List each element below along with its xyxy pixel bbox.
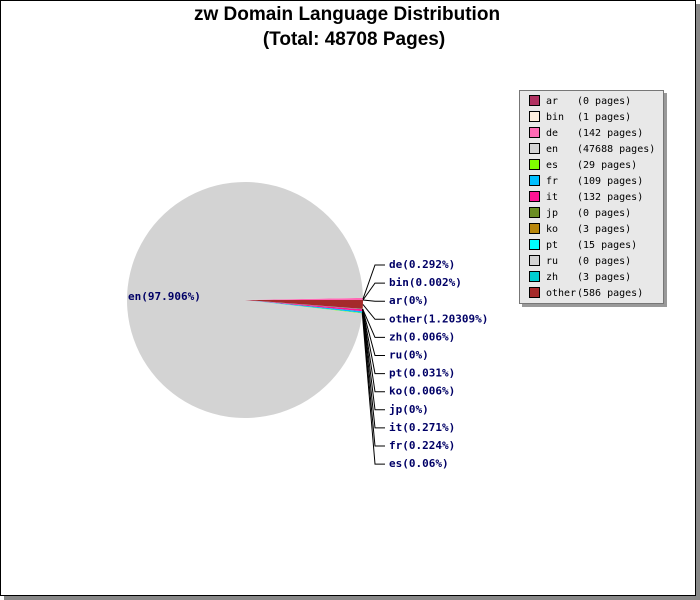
leader-line xyxy=(362,308,385,338)
legend-value: (586 pages) xyxy=(577,288,643,299)
leader-line xyxy=(362,309,385,411)
legend-value: (47688 pages) xyxy=(577,144,655,155)
leader-line xyxy=(362,310,385,429)
legend-value: (15 pages) xyxy=(577,240,637,251)
slice-label: jp(0%) xyxy=(389,403,429,416)
leader-line xyxy=(361,312,385,447)
pie-slice xyxy=(245,300,363,309)
leader-line xyxy=(361,313,385,465)
slice-label: other(1.20309%) xyxy=(389,312,488,325)
legend-label: zh xyxy=(546,272,558,283)
legend-value: (132 pages) xyxy=(577,192,643,203)
legend-label: es xyxy=(546,160,558,171)
legend-swatch xyxy=(529,143,540,154)
legend-label: pt xyxy=(546,240,558,251)
leader-line xyxy=(362,309,385,393)
legend-swatch xyxy=(529,271,540,282)
legend-value: (1 pages) xyxy=(577,112,631,123)
legend-label: jp xyxy=(546,208,558,219)
pie-slice xyxy=(245,300,363,309)
slice-label: pt(0.031%) xyxy=(389,367,455,380)
legend-label: it xyxy=(546,192,558,203)
legend-label: ar xyxy=(546,96,558,107)
legend-label: ko xyxy=(546,224,558,235)
pie-slice xyxy=(127,182,363,419)
chart-subtitle: (Total: 48708 Pages) xyxy=(263,29,445,50)
legend-swatch xyxy=(529,255,540,266)
legend-value: (142 pages) xyxy=(577,128,643,139)
legend-value: (3 pages) xyxy=(577,224,631,235)
pie-slice xyxy=(245,300,363,313)
legend-swatch xyxy=(529,287,540,298)
legend-value: (0 pages) xyxy=(577,256,631,267)
legend-swatch xyxy=(529,127,540,138)
legend-value: (0 pages) xyxy=(577,208,631,219)
legend-label: fr xyxy=(546,176,558,187)
leader-line xyxy=(362,308,385,375)
chart-title: zw Domain Language Distribution xyxy=(194,4,500,25)
slice-label: ko(0.006%) xyxy=(389,385,455,398)
slice-label: ru(0%) xyxy=(389,349,429,362)
leader-line xyxy=(362,304,385,320)
legend-label: bin xyxy=(546,112,564,123)
legend-label: de xyxy=(546,128,558,139)
legend-swatch xyxy=(529,159,540,170)
legend-swatch xyxy=(529,191,540,202)
slice-label: zh(0.006%) xyxy=(389,330,455,343)
leader-line xyxy=(362,282,385,301)
legend-swatch xyxy=(529,175,540,186)
legend-label: ru xyxy=(546,256,558,267)
slice-label: ar(0%) xyxy=(389,294,429,307)
legend-swatch xyxy=(529,207,540,218)
legend-swatch xyxy=(529,239,540,250)
slice-label: es(0.06%) xyxy=(389,457,449,470)
pie-slice xyxy=(245,300,363,310)
slice-label: en(97.906%) xyxy=(128,290,201,303)
legend-value: (109 pages) xyxy=(577,176,643,187)
legend-label: en xyxy=(546,144,558,155)
legend-swatch xyxy=(529,223,540,234)
slice-label: fr(0.224%) xyxy=(389,439,455,452)
leader-line xyxy=(362,308,385,356)
legend-value: (3 pages) xyxy=(577,272,631,283)
slice-label: bin(0.002%) xyxy=(389,276,462,289)
leader-line xyxy=(362,299,385,302)
slice-label: it(0.271%) xyxy=(389,421,455,434)
legend-value: (29 pages) xyxy=(577,160,637,171)
pie-slice xyxy=(245,300,363,310)
legend-swatch xyxy=(529,95,540,106)
pie-slice xyxy=(245,297,363,300)
legend-swatch xyxy=(529,111,540,122)
legend-value: (0 pages) xyxy=(577,96,631,107)
legend xyxy=(519,90,664,304)
slice-label: de(0.292%) xyxy=(389,258,455,271)
leader-line xyxy=(362,264,385,300)
legend-label: other xyxy=(546,288,576,299)
pie-slice xyxy=(245,300,363,312)
pie-slice xyxy=(245,300,363,314)
